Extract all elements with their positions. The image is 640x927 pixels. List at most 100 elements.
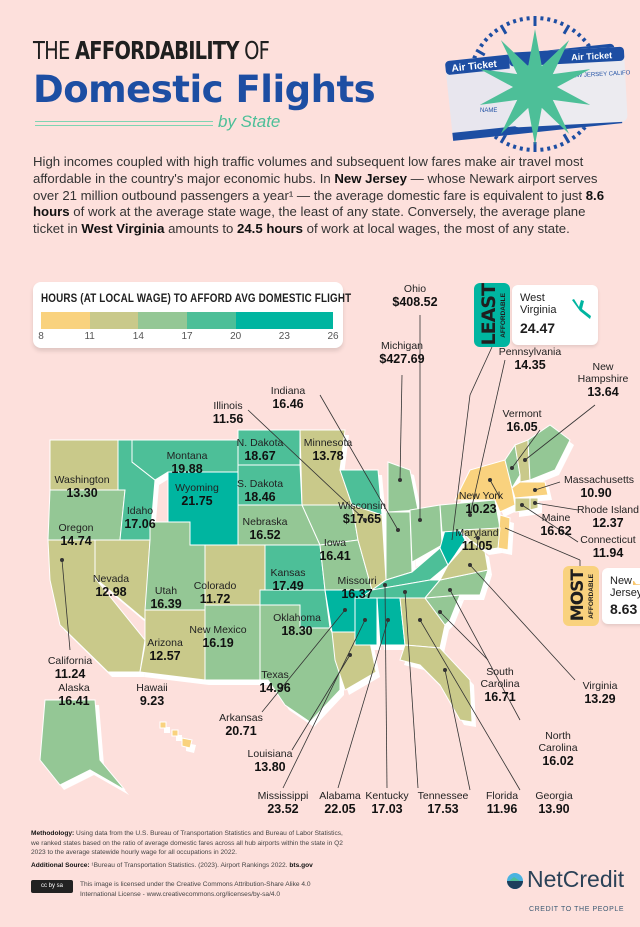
state-texas[interactable] [259, 604, 341, 723]
state-value: 16.05 [506, 420, 538, 434]
state-label-utah: Utah 16.39 [150, 585, 181, 612]
state-name: South Carolina [480, 666, 520, 690]
leader-line [449, 589, 521, 721]
plane-icon [572, 299, 591, 319]
state-value: 17.06 [124, 517, 156, 531]
state-name: Maine [541, 512, 571, 524]
state-value: 18.67 [244, 449, 276, 463]
state-new-hampshire[interactable] [514, 439, 531, 483]
state-new-york[interactable] [454, 459, 516, 513]
state-value: 21.75 [181, 494, 213, 508]
state-name: Virginia [582, 680, 618, 692]
leader-dot [417, 618, 422, 623]
source-note: Additional Source: ¹Bureau of Transporta… [31, 862, 313, 869]
state-value: 16.02 [542, 754, 574, 768]
state-hawaii[interactable] [159, 721, 193, 749]
state-name: Alabama [319, 790, 361, 802]
state-label-texas: Texas 14.96 [259, 669, 290, 696]
legend-title: HOURS (AT LOCAL WAGE) TO AFFORD AVG DOME… [41, 291, 352, 305]
state-label-kentucky: Kentucky 17.03 [365, 790, 408, 817]
clock-tick [512, 144, 517, 150]
state-indiana[interactable] [385, 511, 413, 581]
clock-tick [546, 146, 551, 151]
state-name: Michigan [380, 340, 424, 352]
leader-line [521, 504, 579, 543]
source-link[interactable]: bts.gov [289, 862, 313, 869]
leader-dot [385, 618, 390, 623]
leader-dot [520, 502, 525, 507]
clock-tick [499, 133, 508, 144]
state-value: 13.30 [66, 486, 98, 500]
state-name: Idaho [126, 505, 154, 517]
state-maine[interactable] [527, 424, 571, 481]
intro-paragraph: High incomes coupled with high traffic v… [33, 154, 605, 237]
ticket-name-field: NAME [480, 108, 497, 114]
state-florida[interactable] [399, 644, 473, 723]
state-value: 18.30 [281, 624, 313, 638]
state-label-north-carolina: North Carolina 16.02 [526, 730, 590, 769]
leader-line [384, 584, 388, 789]
state-name: Arkansas [219, 712, 263, 724]
state-label-pennsylvania: Pennsylvania 14.35 [499, 346, 561, 373]
state-value: 22.05 [324, 802, 356, 816]
state-arizona[interactable] [139, 609, 206, 681]
callout-state: New Jersey [610, 575, 640, 599]
state-name: Wisconsin [338, 500, 386, 512]
state-value: 9.23 [139, 694, 165, 708]
state-label-missouri: Missouri 16.37 [337, 575, 376, 602]
state-value: 14.74 [60, 534, 92, 548]
state-value: 16.46 [272, 397, 304, 411]
state-name: Iowa [323, 537, 347, 549]
legend-swatch [89, 312, 139, 329]
clock-tick [479, 42, 485, 48]
state-label-oklahoma: Oklahoma 18.30 [273, 612, 321, 639]
state-name: Minnesota [303, 437, 353, 449]
legend-swatch [187, 312, 236, 329]
leader-dot [437, 610, 442, 615]
state-name: Mississippi [257, 790, 309, 802]
state-value: 16.19 [202, 636, 234, 650]
leader-line [444, 669, 471, 791]
leader-dot [395, 528, 400, 533]
leader-line [534, 502, 579, 511]
ticket-route: NEW JERSEY CALIFORNIA [568, 70, 630, 80]
leader-dot [362, 618, 367, 623]
divider [35, 121, 213, 122]
state-name: Nebraska [242, 516, 288, 528]
leader-line [404, 591, 419, 789]
state-name: Louisiana [247, 748, 293, 760]
leader-line [534, 481, 561, 491]
state-alaska[interactable] [39, 699, 126, 791]
state-label-virginia: Virginia 13.29 [583, 680, 618, 707]
clock-tick [571, 28, 577, 34]
callout-leader-line [469, 346, 493, 396]
state-north-carolina[interactable] [423, 569, 489, 599]
state-value: 17.03 [371, 802, 403, 816]
state-value: 17.53 [427, 802, 459, 816]
clock-tick [519, 146, 524, 151]
legend-tick: 11 [84, 331, 95, 342]
state-massachusetts[interactable] [511, 481, 549, 499]
state-name: Oregon [58, 522, 94, 534]
state-value: 13.29 [584, 692, 616, 706]
most-affordable-badge: MOST AFFORDABLE [563, 566, 599, 626]
state-label-indiana: Indiana 16.46 [271, 385, 305, 412]
leader-dot [362, 518, 367, 523]
state-label-new-york: New York 10.23 [459, 490, 503, 517]
brand-name: NetCredit [527, 866, 625, 892]
state-label-hawaii: Hawaii 9.23 [136, 682, 168, 709]
state-label-tennessee: Tennessee 17.53 [418, 790, 469, 817]
leader-line [469, 359, 506, 516]
leader-line [282, 619, 366, 789]
leader-dot [397, 477, 402, 482]
state-michigan[interactable] [387, 461, 419, 513]
state-value: 11.05 [461, 539, 493, 553]
clock-tick [585, 42, 591, 48]
state-maryland[interactable] [458, 527, 501, 551]
state-label-wyoming: Wyoming 21.75 [175, 482, 219, 509]
state-label-nebraska: Nebraska 16.52 [243, 516, 288, 543]
state-label-south-carolina: South Carolina 16.71 [468, 666, 532, 705]
state-value: 11.94 [592, 546, 624, 560]
legend-tick: 17 [181, 331, 193, 342]
